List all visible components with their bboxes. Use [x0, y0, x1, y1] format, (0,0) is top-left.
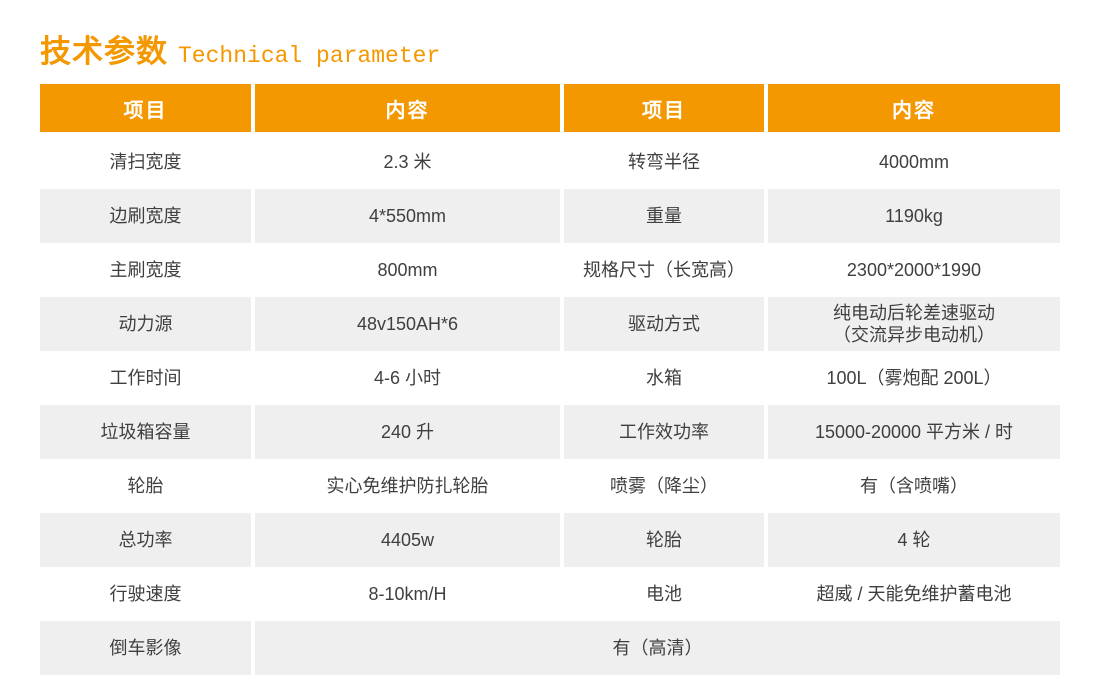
item-cell: 电池	[646, 583, 682, 604]
value-cell: 4 轮	[768, 513, 1060, 567]
table-row: 垃圾箱容量 240 升 工作效功率 15000-20000 平方米 / 时	[40, 405, 1060, 459]
column-header-content-left: 内容	[255, 84, 560, 132]
item-cell: 规格尺寸（长宽高）	[583, 259, 745, 280]
column-header-item-right: 项目	[564, 84, 764, 132]
value-cell: 纯电动后轮差速驱动 （交流异步电动机）	[768, 297, 1060, 351]
spec-sheet-page: 技术参数 Technical parameter 项目 内容 项目 内容 清扫宽…	[40, 26, 1060, 675]
value-cell: 超威 / 天能免维护蓄电池	[816, 583, 1012, 604]
item-cell: 转弯半径	[628, 151, 700, 172]
item-cell: 边刷宽度	[40, 189, 251, 243]
page-title: 技术参数 Technical parameter	[40, 26, 1060, 71]
value-cell: 1190kg	[768, 189, 1060, 243]
value-cell-merged: 有（高清）	[255, 621, 1060, 675]
column-header-content-right: 内容	[768, 84, 1060, 132]
item-cell: 水箱	[646, 367, 682, 388]
value-cell: 100L（雾炮配 200L）	[826, 367, 1002, 388]
item-cell: 总功率	[40, 513, 251, 567]
value-cell: 4405w	[255, 513, 560, 567]
item-cell: 轮胎	[564, 513, 764, 567]
column-header-item-left: 项目	[40, 84, 251, 132]
item-cell: 工作效功率	[564, 405, 764, 459]
table-row: 工作时间 4-6 小时 水箱 100L（雾炮配 200L）	[40, 351, 1060, 405]
item-cell: 行驶速度	[109, 583, 182, 604]
item-cell: 垃圾箱容量	[40, 405, 251, 459]
table-row: 主刷宽度 800mm 规格尺寸（长宽高） 2300*2000*1990	[40, 243, 1060, 297]
table-body: 清扫宽度 2.3 米 转弯半径 4000mm 边刷宽度 4*550mm 重量 1…	[40, 135, 1060, 675]
item-cell: 工作时间	[109, 367, 182, 388]
item-cell: 倒车影像	[40, 621, 251, 675]
value-cell: 4000mm	[878, 151, 950, 172]
table-row: 行驶速度 8-10km/H 电池 超威 / 天能免维护蓄电池	[40, 567, 1060, 621]
value-cell: 15000-20000 平方米 / 时	[768, 405, 1060, 459]
item-cell: 主刷宽度	[109, 259, 182, 280]
value-cell: 4-6 小时	[373, 367, 442, 388]
value-cell: 8-10km/H	[368, 583, 447, 604]
table-row: 清扫宽度 2.3 米 转弯半径 4000mm	[40, 135, 1060, 189]
page-title-en: Technical parameter	[178, 43, 441, 69]
item-cell: 重量	[564, 189, 764, 243]
item-cell: 驱动方式	[564, 297, 764, 351]
table-row: 边刷宽度 4*550mm 重量 1190kg	[40, 189, 1060, 243]
value-cell: 48v150AH*6	[255, 297, 560, 351]
value-cell: 2.3 米	[383, 151, 432, 172]
page-title-zh: 技术参数	[40, 34, 168, 69]
value-cell: 800mm	[377, 259, 438, 280]
table-row: 轮胎 实心免维护防扎轮胎 喷雾（降尘） 有（含喷嘴）	[40, 459, 1060, 513]
technical-parameter-table: 项目 内容 项目 内容 清扫宽度 2.3 米 转弯半径 4000mm 边刷宽度 …	[40, 84, 1060, 675]
value-cell: 有（含喷嘴）	[860, 475, 968, 496]
item-cell: 轮胎	[127, 475, 164, 496]
table-header-row: 项目 内容 项目 内容	[40, 84, 1060, 132]
table-row-merged: 倒车影像 有（高清）	[40, 621, 1060, 675]
item-cell: 动力源	[40, 297, 251, 351]
table-row: 动力源 48v150AH*6 驱动方式 纯电动后轮差速驱动 （交流异步电动机）	[40, 297, 1060, 351]
value-cell: 240 升	[255, 405, 560, 459]
value-cell: 4*550mm	[255, 189, 560, 243]
value-cell: 2300*2000*1990	[846, 259, 982, 280]
item-cell: 清扫宽度	[109, 151, 182, 172]
item-cell: 喷雾（降尘）	[610, 475, 718, 496]
value-cell: 实心免维护防扎轮胎	[326, 475, 489, 496]
table-row: 总功率 4405w 轮胎 4 轮	[40, 513, 1060, 567]
